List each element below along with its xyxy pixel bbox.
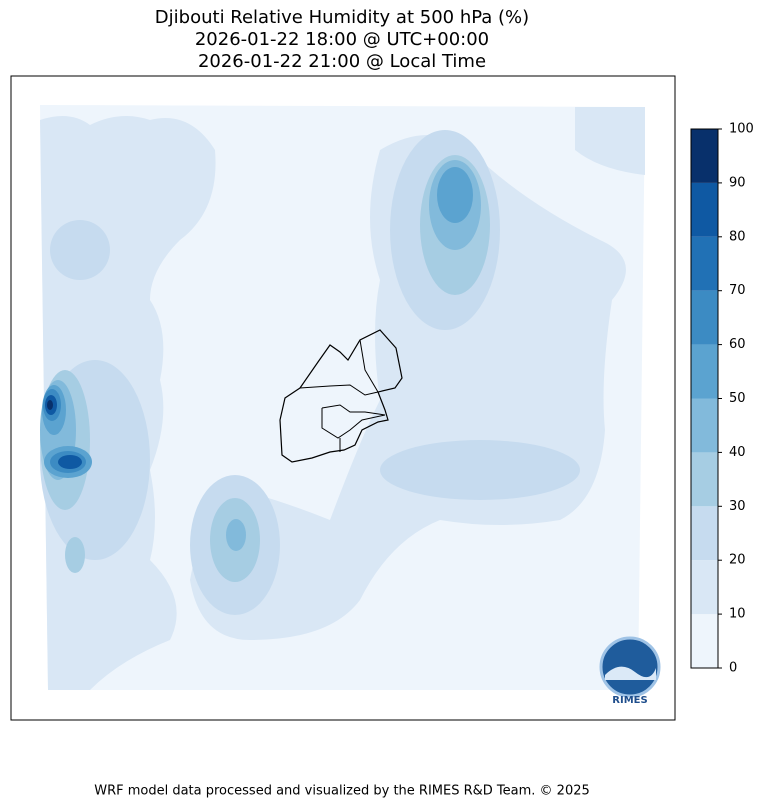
colorbar-bin <box>691 452 718 507</box>
title-line: 2026-01-22 18:00 @ UTC+00:00 <box>195 29 489 50</box>
colorbar-bin <box>691 290 718 345</box>
humidity-contour <box>437 167 473 223</box>
colorbar-tick-label: 10 <box>729 607 746 622</box>
colorbar-tick-label: 60 <box>729 337 746 352</box>
humidity-contour <box>226 519 246 551</box>
logo-emblem <box>599 636 661 698</box>
footer: WRF model data processed and visualized … <box>94 784 590 799</box>
djibouti-border <box>279 329 403 463</box>
colorbar-bin <box>691 614 718 668</box>
colorbar-bin <box>691 129 718 183</box>
region-border <box>299 384 379 396</box>
colorbar-tick-label: 80 <box>729 229 746 244</box>
map-field <box>40 105 645 690</box>
colorbar-bin <box>691 506 718 561</box>
colorbar-tick-label: 100 <box>729 122 754 137</box>
colorbar-tick-label: 50 <box>729 391 746 406</box>
colorbar-bin <box>691 398 718 453</box>
colorbar-tick-label: 30 <box>729 499 746 514</box>
logo: RIMES <box>599 636 661 706</box>
humidity-contour <box>380 440 580 500</box>
colorbar-tick-label: 20 <box>729 553 746 568</box>
humidity-contour <box>190 135 626 640</box>
title-line: Djibouti Relative Humidity at 500 hPa (%… <box>155 7 529 28</box>
logo-text: RIMES <box>612 695 647 706</box>
colorbar-tick-label: 70 <box>729 283 746 298</box>
logo-wave <box>605 666 656 680</box>
colorbar: 0 10 20 30 40 50 60 70 80 90 100 <box>690 122 754 676</box>
region-border <box>359 339 379 393</box>
region-border <box>321 404 386 439</box>
colorbar-bin <box>691 344 718 399</box>
colorbar-bin <box>691 236 718 291</box>
title-line: 2026-01-22 21:00 @ Local Time <box>198 51 486 72</box>
humidity-contour <box>65 537 85 573</box>
humidity-contour <box>575 107 645 175</box>
colorbar-tick-label: 0 <box>729 661 737 676</box>
colorbar-tick-label: 40 <box>729 445 746 460</box>
humidity-contour <box>50 220 110 280</box>
humidity-contour <box>58 455 82 469</box>
colorbar-tick-label: 90 <box>729 175 746 190</box>
humidity-contour <box>47 400 53 410</box>
colorbar-bin <box>691 560 718 615</box>
colorbar-bin <box>691 182 718 237</box>
